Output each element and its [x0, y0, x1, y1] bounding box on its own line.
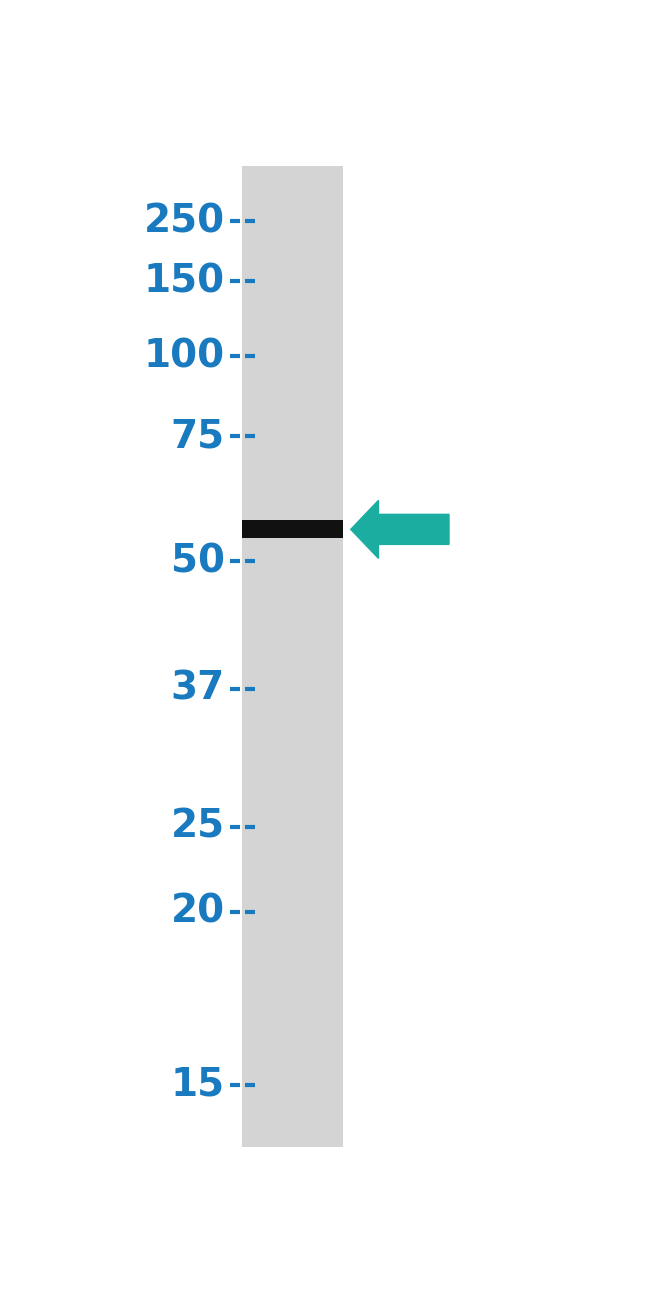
Bar	[242, 520, 343, 538]
Text: 100: 100	[144, 337, 225, 376]
Text: 250: 250	[144, 202, 225, 240]
Text: 37: 37	[170, 670, 225, 707]
Text: 15: 15	[171, 1066, 225, 1104]
Text: 75: 75	[171, 417, 225, 455]
Text: 25: 25	[171, 807, 225, 846]
Text: 50: 50	[171, 542, 225, 580]
Bar	[242, 166, 343, 1147]
Text: 20: 20	[171, 893, 225, 931]
Text: 150: 150	[144, 263, 225, 300]
FancyArrow shape	[351, 500, 449, 559]
